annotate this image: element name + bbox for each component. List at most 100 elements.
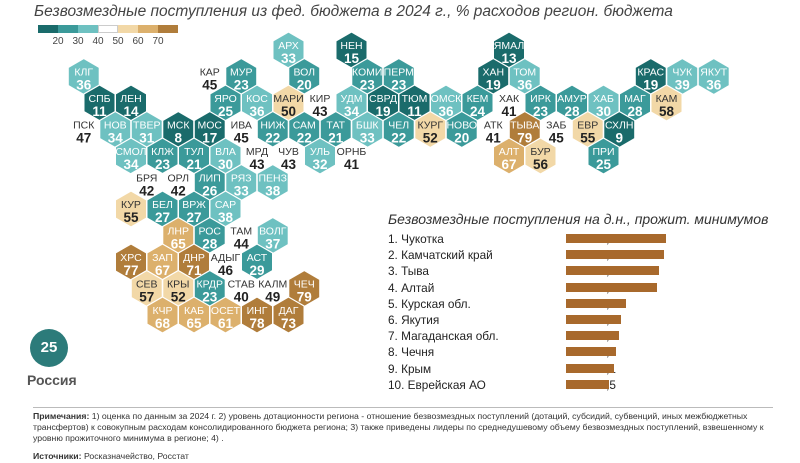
- hex-region-value: 52: [423, 131, 438, 146]
- russia-label: Россия: [27, 372, 77, 388]
- hex-region-code: ХАН: [482, 67, 504, 79]
- ranking-label: 3. Тыва: [388, 264, 429, 279]
- hex-region-value: 14: [123, 104, 139, 119]
- hex-region-code: СМОЛ: [115, 146, 146, 158]
- ranking-row: 3. Тыва11,8: [388, 263, 768, 279]
- ranking-label: 5. Курская обл.: [388, 296, 471, 311]
- hex-region-code: АСТ: [247, 252, 268, 264]
- hex-region-value: 39: [675, 78, 690, 93]
- hex-cell: [272, 296, 305, 334]
- hex-region-value: 38: [265, 184, 281, 199]
- hex-region-value: 78: [249, 316, 265, 331]
- ranking-row: 5. Курская обл.7,6: [388, 296, 768, 312]
- hex-region-value: 43: [249, 157, 265, 172]
- hex-region-value: 19: [643, 78, 658, 93]
- hex-region-code: ИРК: [530, 93, 552, 105]
- hex-region-code: МУР: [230, 67, 252, 79]
- hex-region-code: ЛНР: [168, 226, 189, 238]
- hex-region-code: КОМИ: [352, 67, 382, 79]
- hex-region-value: 45: [234, 131, 250, 146]
- ranking-bar: [566, 363, 614, 373]
- hex-region-code: РЯЗ: [231, 173, 252, 185]
- hex-region-value: 8: [174, 131, 182, 146]
- hex-region-value: 36: [517, 78, 533, 93]
- hex-region-value: 41: [344, 157, 360, 172]
- ranking-row: 8. Чечня6,4: [388, 344, 768, 360]
- hex-region-code: СХЛН: [605, 120, 633, 132]
- hex-region-value: 23: [533, 104, 549, 119]
- hex-region-code: БРЯ: [136, 173, 157, 185]
- ranking-bar: [566, 282, 658, 292]
- hex-region-code: СПБ: [88, 93, 110, 105]
- hex-region-code: ТВЕР: [133, 120, 160, 132]
- hex-region-value: 24: [470, 104, 486, 119]
- hex-region-code: ВЛА: [215, 146, 236, 158]
- hex-region-value: 47: [76, 131, 91, 146]
- hex-region-value: 34: [123, 157, 139, 172]
- hex-region-value: 23: [391, 78, 407, 93]
- hex-region-value: 28: [564, 104, 580, 119]
- hex-region-code: ТАМ: [230, 226, 252, 238]
- ranking-row: 1. Чукотка12,7: [388, 231, 768, 247]
- ranking-label: 7. Магаданская обл.: [388, 329, 499, 344]
- hex-region-code: СВРД: [369, 93, 397, 105]
- ranking-row: 9. Крым6,1: [388, 361, 768, 377]
- hex-region-value: 34: [344, 104, 360, 119]
- hex-region-code: ЧЕЧ: [294, 279, 315, 291]
- hex-region-code: ЗАП: [152, 252, 173, 264]
- hex-region-code: ЧУК: [672, 67, 693, 79]
- hex-region-code: ХАК: [499, 93, 520, 105]
- hex-region-code: ЛЕН: [120, 93, 141, 105]
- hex-region-code: ТУЛ: [184, 146, 204, 158]
- ranking-bar: [566, 250, 665, 260]
- hex-region-code: КЛГ: [74, 67, 93, 79]
- hex-region-value: 19: [375, 104, 390, 119]
- hex-region-value: 34: [108, 131, 124, 146]
- hex-region-code: ОРНБ: [337, 146, 367, 158]
- chart-title: Безвозмездные поступления из фед. бюджет…: [34, 3, 673, 20]
- ranking-label: 2. Камчатский край: [388, 248, 493, 263]
- hex-region-code: КУРГ: [417, 120, 443, 132]
- hex-region-code: МСК: [167, 120, 190, 132]
- hex-region-code: ВОЛ: [293, 67, 315, 79]
- hex-region-code: МАРИ: [273, 93, 303, 105]
- hex-region-value: 42: [139, 184, 154, 199]
- hex-region-code: ЧУВ: [278, 146, 299, 158]
- hex-region-value: 42: [171, 184, 186, 199]
- hex-region-value: 71: [186, 263, 202, 278]
- hex-region-value: 31: [139, 131, 155, 146]
- hex-region-value: 20: [454, 131, 469, 146]
- ranking-title: Безвозмездные поступления на д.н., прожи…: [388, 211, 769, 227]
- legend-swatch: [78, 25, 98, 33]
- hex-region-code: МАГ: [624, 93, 646, 105]
- hex-region-value: 77: [123, 263, 138, 278]
- hex-region-code: МРД: [246, 146, 268, 158]
- hex-region-value: 36: [438, 104, 454, 119]
- hex-region-code: ИНГ: [247, 305, 268, 317]
- ranking-label: 4. Алтай: [388, 280, 435, 295]
